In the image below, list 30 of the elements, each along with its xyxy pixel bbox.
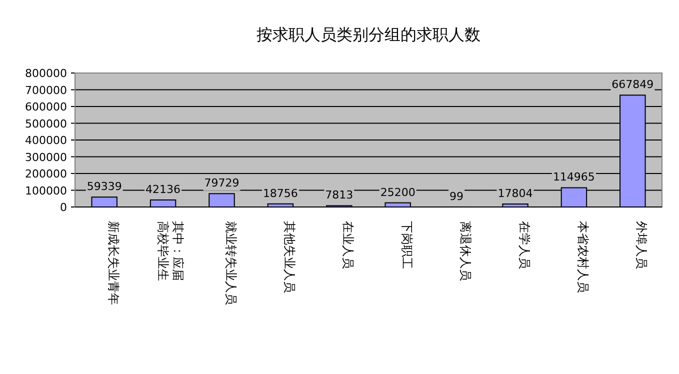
x-tick-label: 新成长失业青年 bbox=[106, 221, 120, 305]
y-tick-label: 600000 bbox=[25, 100, 67, 114]
x-tick-label: 在学人员 bbox=[517, 221, 532, 269]
data-label: 42136 bbox=[146, 182, 181, 196]
x-tick-label: 下岗职工 bbox=[400, 221, 414, 269]
data-label: 7813 bbox=[325, 188, 354, 202]
x-tick-label: 本省农村人员 bbox=[576, 221, 590, 293]
y-tick-label: 200000 bbox=[25, 168, 67, 180]
data-label: 99 bbox=[450, 190, 464, 203]
data-label: 59339 bbox=[86, 180, 122, 194]
x-tick-label: 外埠人员 bbox=[634, 221, 649, 269]
y-tick-label: 400000 bbox=[25, 134, 67, 147]
y-tick-label: 0 bbox=[60, 201, 67, 214]
y-tick-label: 300000 bbox=[25, 150, 67, 164]
data-label: 18756 bbox=[262, 186, 298, 200]
x-tick-label: 在业人员 bbox=[341, 221, 356, 269]
x-tick-label: 就业转失业人员 bbox=[224, 221, 238, 305]
y-tick-label: 500000 bbox=[25, 117, 67, 130]
x-tick-label: 其中：应届高校毕业生 bbox=[156, 221, 186, 281]
x-tick-label: 其他失业人员 bbox=[282, 221, 296, 293]
x-tick-label: 离退休人员 bbox=[458, 221, 473, 281]
y-tick-label: 800000 bbox=[25, 67, 67, 80]
data-label: 114965 bbox=[552, 170, 595, 184]
data-label: 667849 bbox=[612, 78, 654, 92]
data-label: 17804 bbox=[498, 187, 533, 200]
data-label: 25200 bbox=[380, 186, 416, 199]
y-tick-label: 700000 bbox=[25, 84, 67, 97]
data-label: 79729 bbox=[204, 176, 240, 190]
chart-title: 按求职人员类别分组的求职人数 bbox=[256, 25, 480, 44]
y-tick-label: 100000 bbox=[25, 184, 67, 198]
